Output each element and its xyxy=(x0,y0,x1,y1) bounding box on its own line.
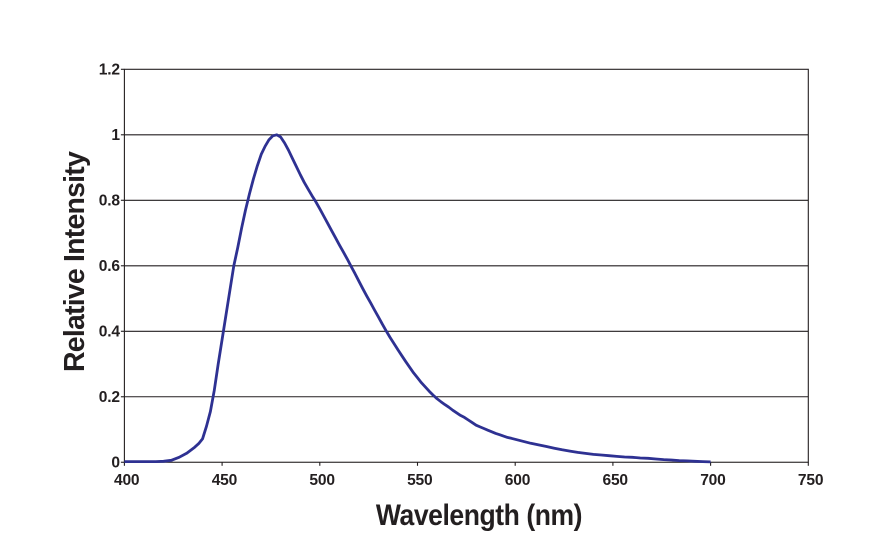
svg-text:400: 400 xyxy=(114,472,140,489)
svg-text:750: 750 xyxy=(798,472,824,489)
svg-text:1.2: 1.2 xyxy=(99,62,121,79)
svg-text:0.4: 0.4 xyxy=(99,324,121,341)
svg-text:550: 550 xyxy=(407,472,433,489)
svg-text:0.6: 0.6 xyxy=(99,258,121,275)
svg-text:0: 0 xyxy=(111,455,120,472)
svg-text:700: 700 xyxy=(700,472,726,489)
svg-text:Wavelength (nm): Wavelength (nm) xyxy=(376,499,582,533)
svg-text:600: 600 xyxy=(505,472,531,489)
svg-text:0.2: 0.2 xyxy=(99,389,121,406)
svg-text:450: 450 xyxy=(212,472,238,489)
svg-text:500: 500 xyxy=(309,472,335,489)
svg-text:Relative Intensity: Relative Intensity xyxy=(59,151,91,372)
svg-text:650: 650 xyxy=(602,472,628,489)
svg-text:1: 1 xyxy=(111,127,120,144)
svg-text:0.8: 0.8 xyxy=(99,193,121,210)
